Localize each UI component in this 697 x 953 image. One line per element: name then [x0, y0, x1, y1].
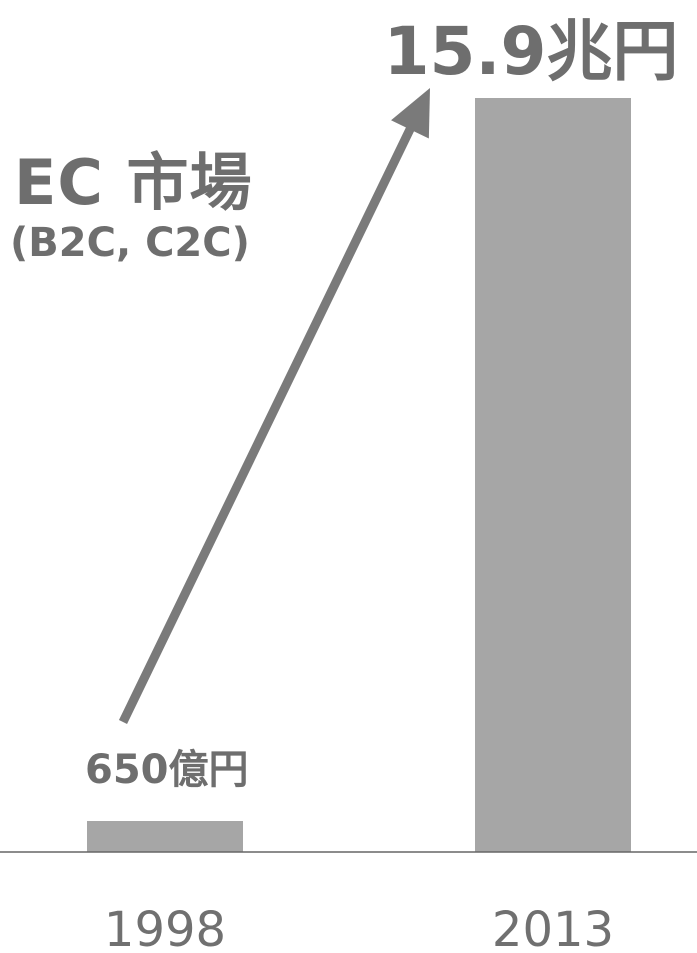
data-label-2013: 15.9兆円 — [384, 13, 679, 90]
bar-2013 — [475, 98, 631, 852]
growth-arrow-shaft — [118, 123, 416, 724]
tick-label-1998: 1998 — [104, 902, 226, 953]
chart-subtitle: (B2C, C2C) — [10, 220, 250, 266]
data-label-1998: 650億円 — [85, 747, 249, 793]
bar-1998 — [87, 821, 243, 852]
tick-label-2013: 2013 — [492, 902, 614, 953]
chart-title: EC 市場 — [14, 146, 253, 219]
growth-arrow-head — [391, 88, 430, 139]
